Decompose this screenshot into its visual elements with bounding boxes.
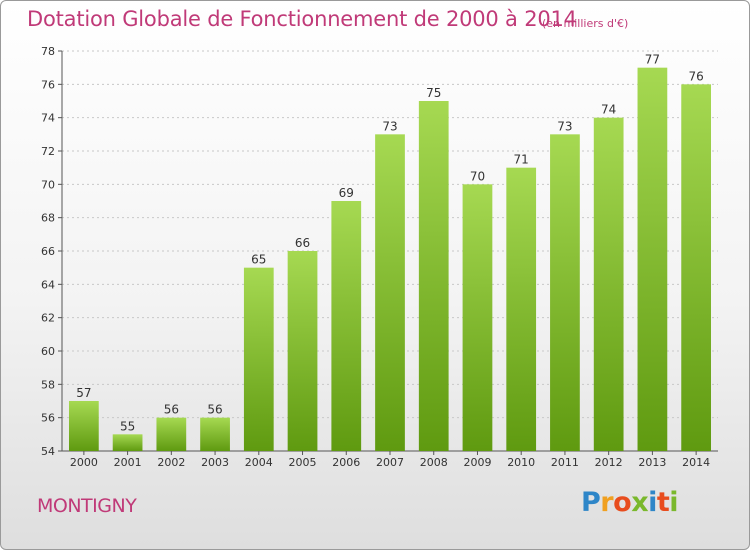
- y-tick-label: 64: [41, 278, 55, 291]
- bar-2005: [287, 251, 318, 451]
- y-tick-label: 76: [41, 78, 55, 91]
- data-label-2011: 73: [557, 119, 572, 133]
- bar-2010: [506, 167, 537, 451]
- x-tick-label: 2008: [420, 456, 448, 469]
- x-tick-label: 2012: [595, 456, 623, 469]
- y-tick-label: 54: [41, 445, 55, 458]
- data-label-2000: 57: [76, 386, 91, 400]
- bar-2006: [331, 201, 362, 451]
- y-tick-label: 56: [41, 412, 55, 425]
- y-tick-label: 58: [41, 378, 55, 391]
- bar-2013: [637, 67, 668, 452]
- unit-note: (en milliers d'€): [542, 17, 629, 30]
- bar-2008: [418, 101, 449, 451]
- data-label-2010: 71: [514, 153, 529, 167]
- data-label-2012: 74: [601, 103, 616, 117]
- bar-2002: [156, 417, 187, 451]
- y-tick-label: 68: [41, 212, 55, 225]
- bar-2007: [375, 134, 405, 452]
- data-label-2013: 77: [645, 53, 660, 67]
- bar-2001: [112, 434, 143, 451]
- data-labels: 57 55 56 56 65 66 69 73 75 70 71 73 74 77 76: [76, 53, 704, 434]
- y-tick-label: 62: [41, 312, 55, 325]
- data-label-2005: 66: [295, 236, 310, 250]
- x-tick-label: 2010: [507, 456, 535, 469]
- data-label-2001: 55: [120, 419, 135, 433]
- x-tick-label: 2005: [289, 456, 317, 469]
- data-label-2003: 56: [207, 403, 222, 417]
- x-tick-label: 2013: [638, 456, 666, 469]
- y-tick-label: 66: [41, 245, 55, 258]
- y-tick-label: 60: [41, 345, 55, 358]
- x-tick-label: 2004: [245, 456, 273, 469]
- town-name: MONTIGNY: [37, 495, 137, 517]
- y-tick-label: 70: [41, 178, 55, 191]
- x-tick-label: 2006: [332, 456, 360, 469]
- data-label-2009: 70: [470, 169, 485, 183]
- bar-2004: [243, 267, 274, 451]
- bar-2011: [550, 134, 580, 452]
- x-tick-label: 2003: [201, 456, 229, 469]
- data-label-2006: 69: [339, 186, 354, 200]
- y-tick-label: 74: [41, 112, 55, 125]
- data-label-2002: 56: [164, 403, 179, 417]
- x-tick-label: 2014: [682, 456, 710, 469]
- proxiti-logo: Proxiti: [581, 487, 679, 518]
- x-tick-label: 2011: [551, 456, 579, 469]
- bar-2003: [200, 417, 230, 451]
- chart-title: Dotation Globale de Fonctionnement de 20…: [27, 7, 577, 31]
- x-tick-label: 2001: [114, 456, 142, 469]
- y-tick-label: 72: [41, 145, 55, 158]
- x-tick-label: 2009: [463, 456, 491, 469]
- bar-2009: [462, 184, 493, 452]
- bar-2012: [593, 117, 624, 452]
- data-label-2004: 65: [251, 253, 266, 267]
- y-tick-label: 78: [41, 45, 55, 58]
- bar-2014: [681, 84, 712, 451]
- data-label-2007: 73: [382, 119, 397, 133]
- data-label-2014: 76: [688, 69, 703, 83]
- bars: [68, 67, 712, 452]
- data-label-2008: 75: [426, 86, 441, 100]
- x-tick-label: 2007: [376, 456, 404, 469]
- x-tick-label: 2000: [70, 456, 98, 469]
- bar-2000: [68, 401, 99, 451]
- x-tick-label: 2002: [157, 456, 185, 469]
